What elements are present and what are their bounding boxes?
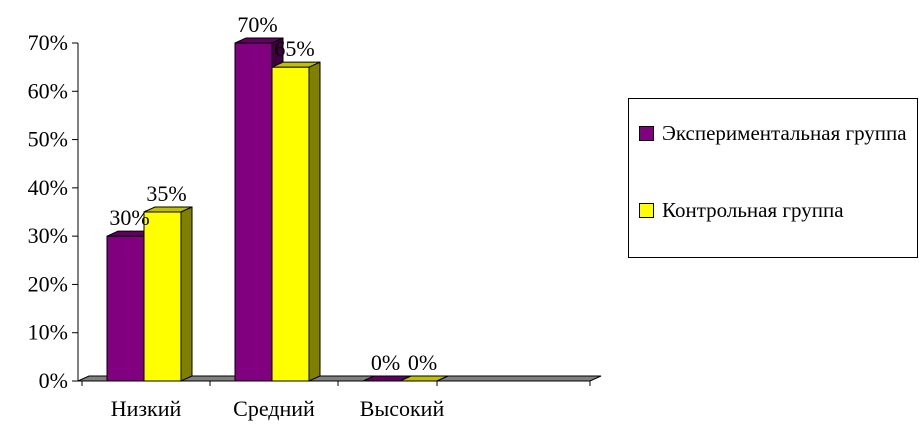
data-label: 30% [109,205,149,230]
bar [143,206,193,382]
legend-swatch-control [639,203,654,218]
y-tick-label: 30% [28,223,68,248]
bar-side-face [308,61,321,382]
bar [271,61,321,382]
data-label: 35% [146,181,186,206]
legend-item-experimental: Экспериментальная группа [639,119,917,148]
legend-swatch-experimental [639,126,654,141]
legend-label-control: Контрольная группа [662,198,844,222]
x-tick-label: Средний [233,396,315,421]
y-tick-label: 50% [28,127,68,152]
bar-front-face [271,66,310,382]
data-label: 0% [408,350,437,375]
data-label: 70% [237,12,277,37]
data-label: 0% [371,350,400,375]
y-tick-label: 70% [28,30,68,55]
y-tick-label: 20% [28,271,68,296]
bar-side-face [180,206,193,382]
data-label: 65% [274,36,314,61]
bar-front-face [234,42,273,382]
bar [399,375,449,382]
bar-front-face [106,235,145,382]
bar-front-face [143,211,182,382]
x-tick-label: Низкий [111,396,182,421]
legend-label-experimental: Экспериментальная группа [662,121,907,145]
y-tick-label: 60% [28,78,68,103]
y-tick-label: 10% [28,320,68,345]
bar-side-face [436,375,449,382]
legend-item-control: Контрольная группа [639,196,917,225]
x-tick-label: Высокий [360,396,445,421]
y-tick-label: 40% [28,175,68,200]
y-tick-label: 0% [39,368,68,393]
legend: Экспериментальная группа Контрольная гру… [628,98,918,258]
